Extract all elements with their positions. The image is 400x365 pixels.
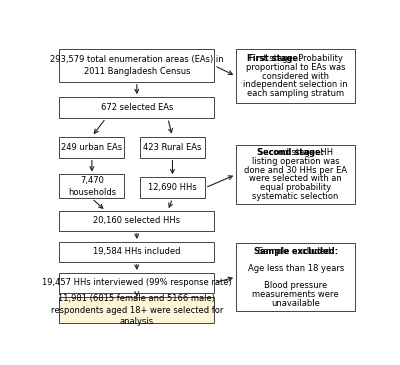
FancyBboxPatch shape xyxy=(140,137,205,158)
FancyBboxPatch shape xyxy=(59,273,214,292)
Text: Second stage:: Second stage: xyxy=(257,148,324,157)
Text: Second stage: HH: Second stage: HH xyxy=(258,148,333,157)
Text: equal probability: equal probability xyxy=(260,183,331,192)
FancyBboxPatch shape xyxy=(59,137,124,158)
Text: considered with: considered with xyxy=(262,72,329,81)
Text: were selected with an: were selected with an xyxy=(249,174,342,183)
Text: independent selection in: independent selection in xyxy=(243,80,348,89)
Text: proportional to EAs was: proportional to EAs was xyxy=(246,63,346,72)
Text: unavailable: unavailable xyxy=(271,299,320,308)
FancyBboxPatch shape xyxy=(236,145,355,204)
Text: systematic selection: systematic selection xyxy=(252,192,339,201)
Text: Sample excluded:: Sample excluded: xyxy=(258,247,333,255)
Text: listing operation was: listing operation was xyxy=(252,157,340,166)
FancyBboxPatch shape xyxy=(236,49,355,103)
Text: 19,584 HHs included: 19,584 HHs included xyxy=(93,247,180,256)
FancyBboxPatch shape xyxy=(59,49,214,82)
FancyBboxPatch shape xyxy=(140,177,205,199)
Text: 20,160 selected HHs: 20,160 selected HHs xyxy=(93,216,180,225)
FancyBboxPatch shape xyxy=(59,97,214,118)
FancyBboxPatch shape xyxy=(59,174,124,199)
Text: 293,579 total enumeration areas (EAs) in
2011 Bangladesh Census: 293,579 total enumeration areas (EAs) in… xyxy=(50,55,224,76)
Text: Blood pressure: Blood pressure xyxy=(264,281,327,290)
Text: 423 Rural EAs: 423 Rural EAs xyxy=(143,143,202,151)
Text: done and 30 HHs per EA: done and 30 HHs per EA xyxy=(244,166,347,175)
Text: measurements were: measurements were xyxy=(252,290,339,299)
FancyBboxPatch shape xyxy=(59,297,214,323)
Text: 19,457 HHs interviewed (99% response rate): 19,457 HHs interviewed (99% response rat… xyxy=(42,278,232,287)
FancyBboxPatch shape xyxy=(59,211,214,231)
Text: Age less than 18 years: Age less than 18 years xyxy=(248,264,344,273)
FancyBboxPatch shape xyxy=(236,243,355,311)
Text: First stage: Probability: First stage: Probability xyxy=(249,54,343,63)
Text: Sample excluded:: Sample excluded: xyxy=(254,247,338,255)
Text: First stage:: First stage: xyxy=(247,54,302,63)
Text: 7,470
households: 7,470 households xyxy=(68,176,116,197)
Text: 11,981 (6815 female and 5166 male)
respondents aged 18+ were selected for
analys: 11,981 (6815 female and 5166 male) respo… xyxy=(51,294,223,326)
Text: 12,690 HHs: 12,690 HHs xyxy=(148,183,197,192)
FancyBboxPatch shape xyxy=(59,242,214,262)
Text: 672 selected EAs: 672 selected EAs xyxy=(101,103,173,112)
Text: 249 urban EAs: 249 urban EAs xyxy=(61,143,122,151)
Text: each sampling stratum: each sampling stratum xyxy=(247,89,344,98)
